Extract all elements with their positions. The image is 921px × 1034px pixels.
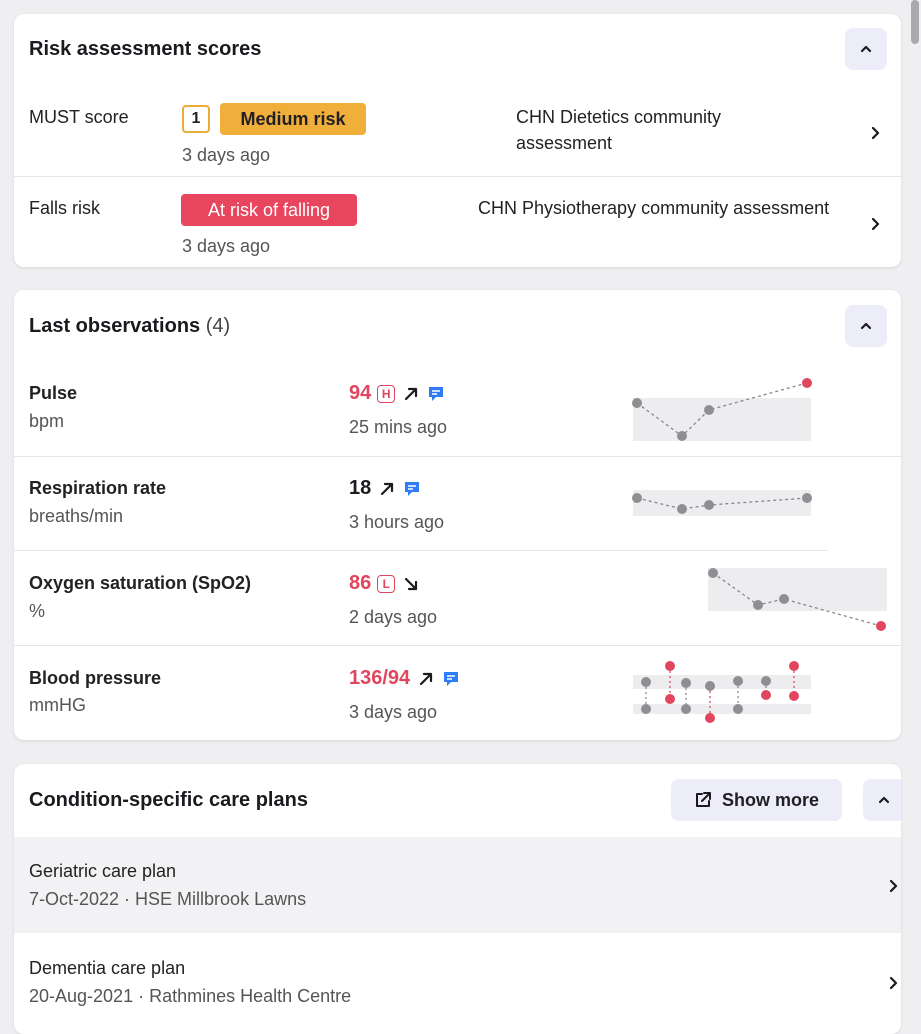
falls-risk-time: 3 days ago [182, 236, 271, 256]
obs-unit: bpm [29, 411, 65, 431]
low-flag: L [377, 574, 396, 593]
high-flag: H [377, 384, 396, 403]
care-plan-meta: 7-Oct-2022 · HSE Millbrook Lawns [29, 889, 307, 909]
trend-up-arrow-icon [420, 672, 433, 685]
blood-pressure-sparkline [633, 661, 811, 723]
divider [14, 456, 901, 457]
obs-time: 3 days ago [349, 702, 438, 722]
obs-value: 18 [349, 477, 372, 499]
care-plan-item[interactable]: Dementia care plan 20-Aug-2021 · Rathmin… [14, 933, 901, 1029]
obs-name: Respiration rate [29, 478, 167, 498]
falls-risk-badge: At risk of falling [181, 194, 357, 226]
comment-icon[interactable] [427, 385, 445, 403]
chevron-up-icon [878, 796, 890, 804]
spo2-sparkline [708, 568, 887, 631]
risk-assessment-title: Risk assessment scores [29, 38, 262, 60]
obs-time: 3 hours ago [349, 512, 445, 532]
obs-value-group: 18 [349, 477, 421, 500]
obs-value: 136/94 [349, 667, 411, 689]
show-more-button[interactable]: Show more [671, 779, 842, 821]
falls-risk-label: Falls risk [29, 198, 100, 218]
comment-icon[interactable] [403, 480, 421, 498]
divider [14, 645, 901, 646]
respiration-sparkline [632, 490, 812, 516]
observations-title-text: Last observations [29, 315, 201, 337]
trend-up-arrow-icon [381, 482, 394, 495]
chevron-right-icon[interactable] [870, 217, 882, 231]
care-plans-title: Condition-specific care plans [29, 789, 308, 811]
show-more-label: Show more [721, 789, 819, 810]
obs-unit: breaths/min [29, 506, 124, 526]
care-plans-collapse-button[interactable] [863, 779, 901, 821]
medium-risk-badge: Medium risk [220, 103, 366, 135]
divider [14, 176, 901, 177]
chevron-right-icon[interactable] [888, 879, 900, 893]
falls-risk-source: CHN Physiotherapy community assessment [478, 198, 830, 218]
care-plan-name: Geriatric care plan [29, 861, 177, 881]
chevron-right-icon[interactable] [870, 126, 882, 140]
obs-name: Pulse [29, 383, 78, 403]
comment-icon[interactable] [442, 670, 460, 688]
must-score-source: CHN Dietetics community [516, 107, 722, 127]
obs-unit: mmHG [29, 695, 86, 715]
must-score-label: MUST score [29, 107, 129, 127]
obs-value-group: 136/94 [349, 667, 460, 690]
obs-name: Oxygen saturation (SpO2) [29, 573, 252, 593]
chevron-up-icon [860, 322, 872, 330]
obs-name: Blood pressure [29, 668, 162, 688]
observations-count: (4) [205, 315, 231, 337]
external-link-icon [695, 792, 711, 807]
obs-value: 86 [349, 572, 372, 594]
observations-collapse-button[interactable] [845, 305, 887, 347]
observations-card: Last observations (4) Pulse bpm 94 H 25 … [14, 290, 901, 740]
care-plans-card: Condition-specific care plans Show more … [14, 764, 901, 1034]
obs-time: 25 mins ago [349, 417, 448, 437]
scrollbar-thumb[interactable] [911, 0, 919, 44]
care-plan-item[interactable]: Geriatric care plan 7-Oct-2022 · HSE Mil… [14, 837, 901, 933]
obs-unit: % [29, 601, 46, 621]
care-plan-meta: 20-Aug-2021 · Rathmines Health Centre [29, 986, 352, 1006]
observations-title: Last observations (4) [29, 315, 230, 338]
obs-value-group: 86 L [349, 572, 419, 595]
risk-assessment-card: Risk assessment scores MUST score 1 Medi… [14, 14, 901, 267]
must-score-value: 1 [182, 105, 210, 133]
pulse-sparkline [632, 378, 812, 441]
trend-down-arrow-icon [405, 577, 418, 590]
care-plan-name: Dementia care plan [29, 958, 186, 978]
chevron-up-icon [860, 45, 872, 53]
must-score-time: 3 days ago [182, 145, 271, 165]
trend-up-arrow-icon [405, 387, 418, 400]
obs-value: 94 [349, 382, 372, 404]
obs-value-group: 94 H [349, 382, 445, 405]
divider [14, 550, 828, 551]
must-score-source-cont: assessment [516, 133, 613, 153]
risk-collapse-button[interactable] [845, 28, 887, 70]
obs-time: 2 days ago [349, 607, 438, 627]
chevron-right-icon[interactable] [888, 976, 900, 990]
